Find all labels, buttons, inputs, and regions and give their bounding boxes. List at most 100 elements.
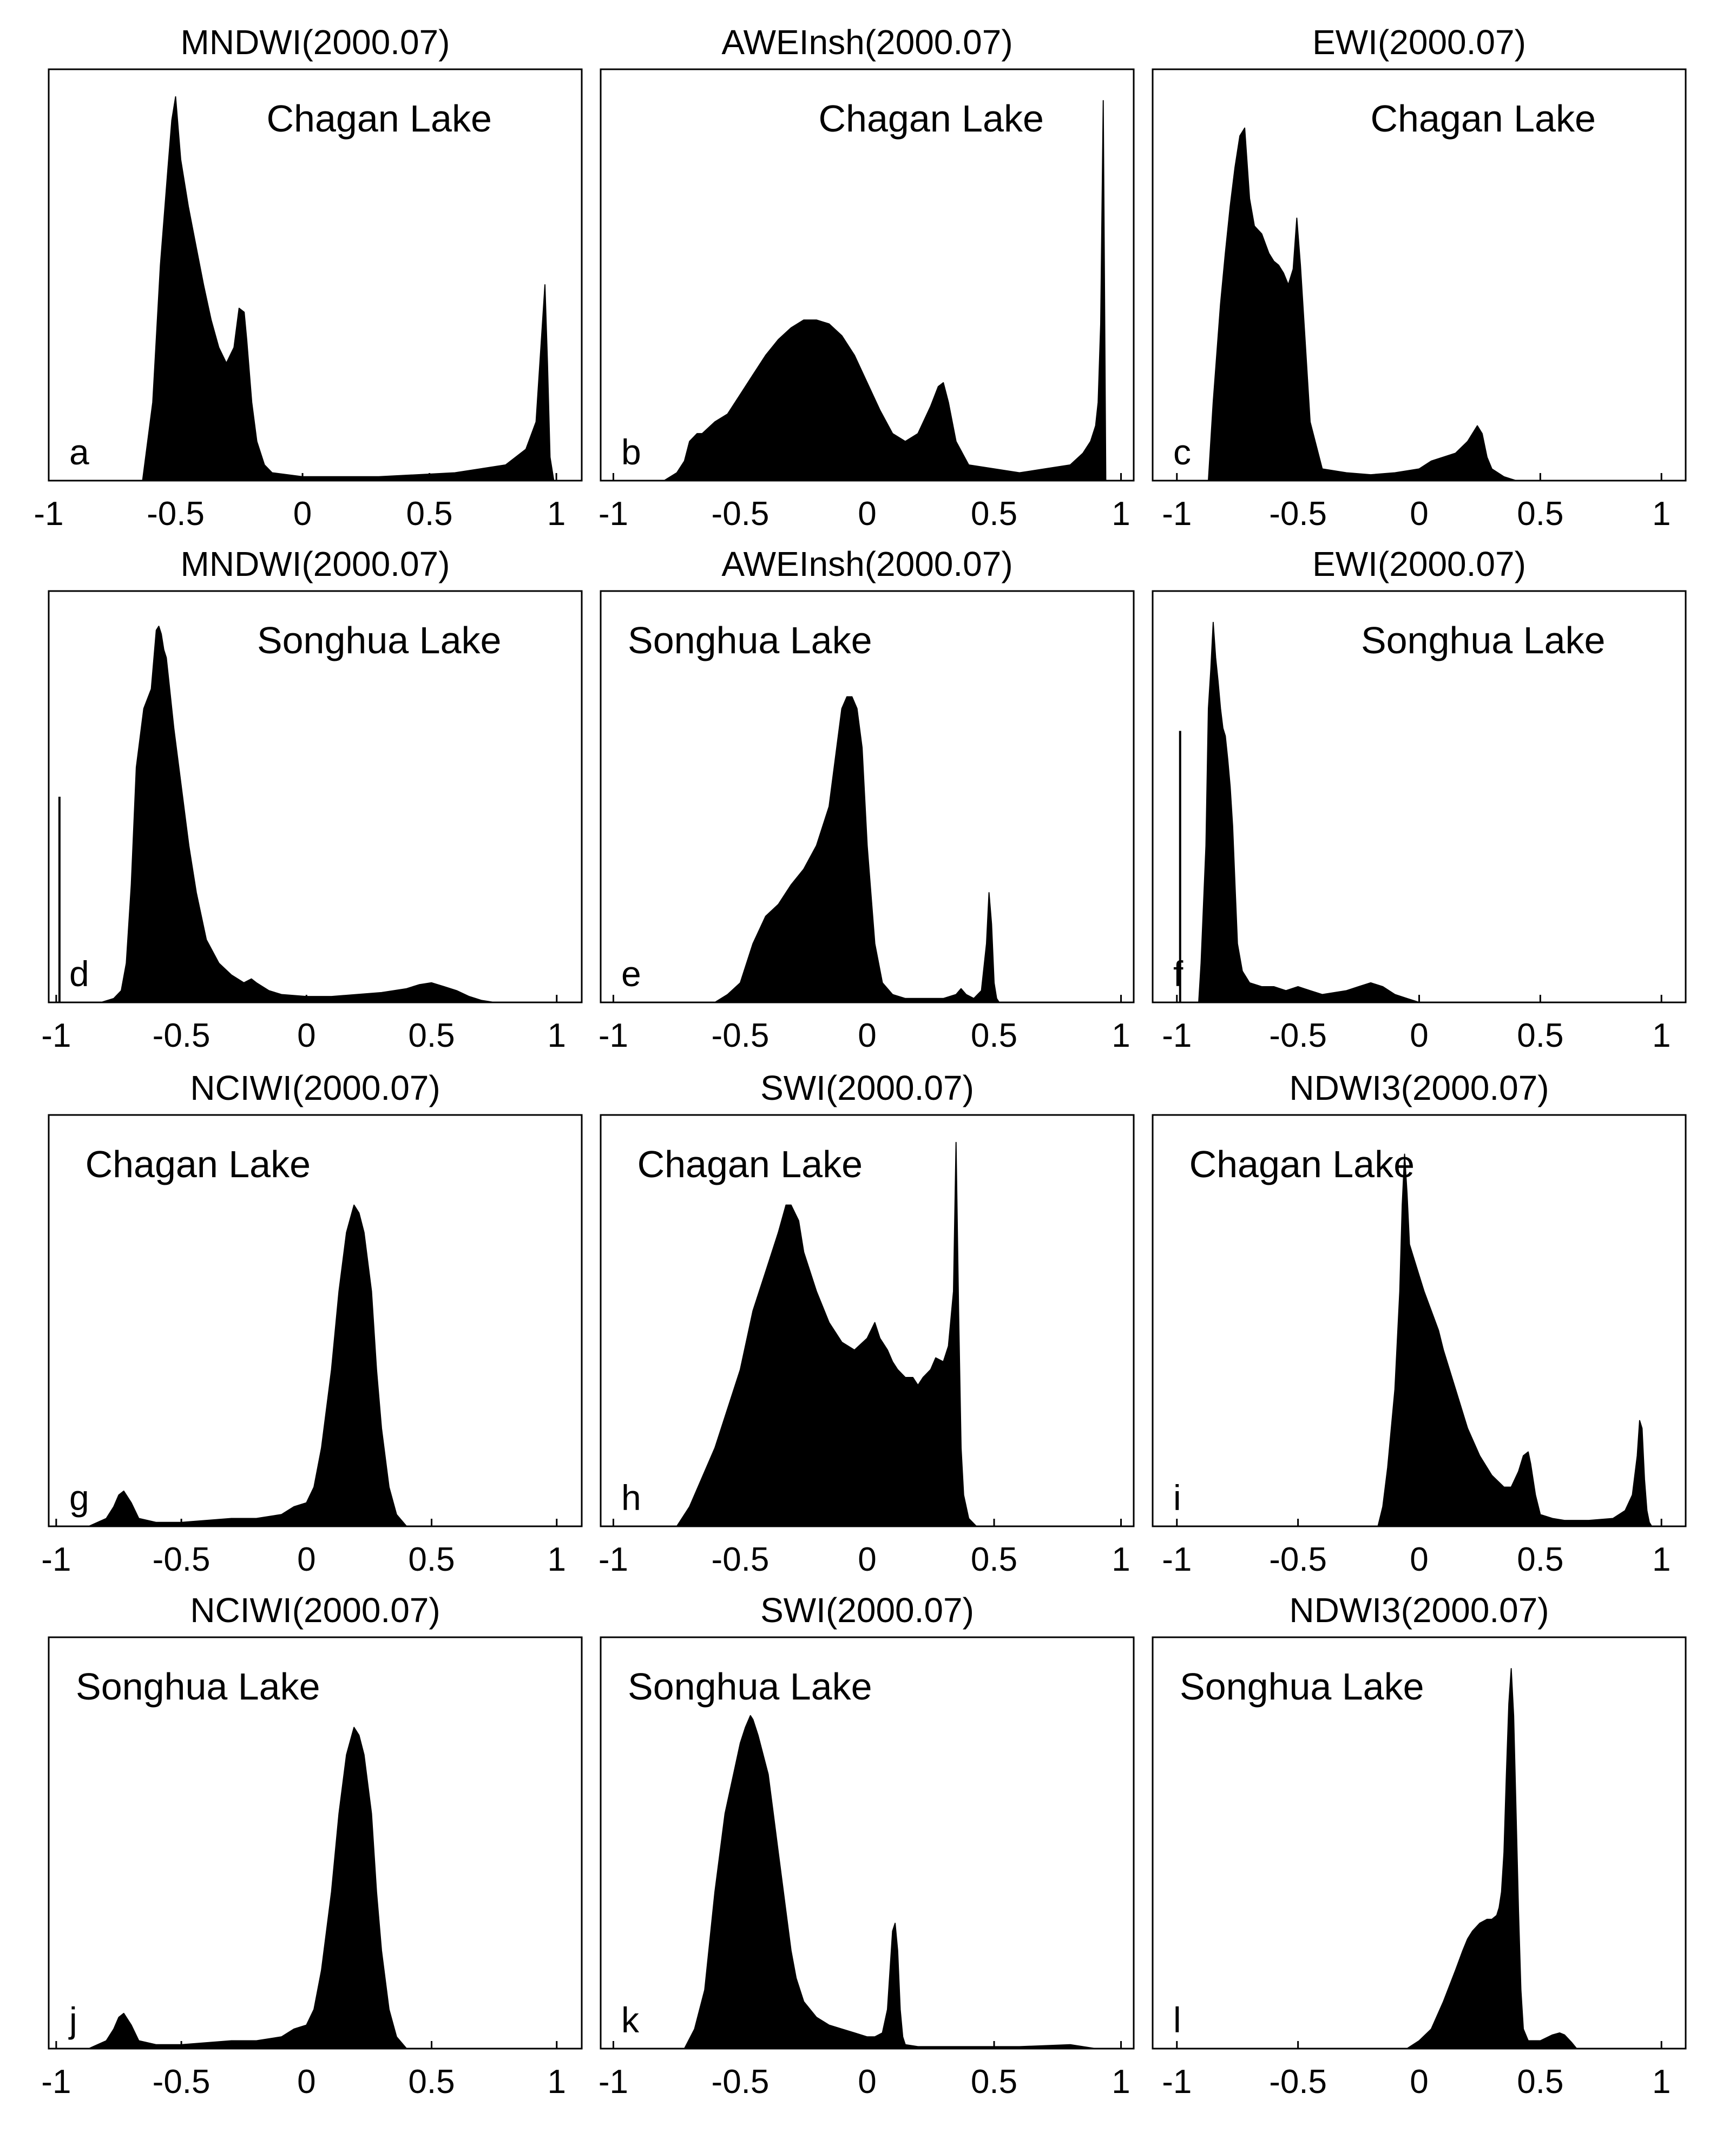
x-tick-label: -0.5 [1269,2063,1327,2101]
panel-title: NDWI3(2000.07) [1289,1068,1549,1107]
x-tick-label: -0.5 [712,495,770,533]
x-tick-label: 0.5 [971,2063,1017,2101]
histogram-area [101,626,495,1003]
plot-frame [48,1114,583,1527]
x-tick-label: -0.5 [1269,1017,1327,1054]
panel-title: EWI(2000.07) [1312,544,1526,583]
x-tick-label: -0.5 [153,2063,211,2101]
x-tick-label: 1 [1112,495,1130,533]
panel-d: MNDWI(2000.07) -1 -0.5 0 0.5 1 Songhua Lake d [41,544,583,1054]
panel-title: MNDWI(2000.07) [181,544,450,583]
x-tick-label: -0.5 [712,1017,770,1054]
x-tick-label: -1 [1162,495,1192,533]
histogram-area [683,1715,1096,2049]
x-tick-label: -1 [1162,2063,1192,2101]
panel-a: MNDWI(2000.07) -1 -0.5 0 0.5 1 Chagan Lake a [34,23,583,533]
x-tick-label: 1 [548,1541,566,1578]
lake-label: Chagan Lake [1189,1143,1415,1185]
x-tick-label: 0.5 [971,1541,1017,1578]
panel-e: AWEInsh(2000.07) -1 -0.5 0 0.5 1 Songhua Lake e [599,544,1135,1054]
x-tick-label: -0.5 [712,1541,770,1578]
x-tick-label: 0.5 [406,495,452,533]
x-tick-label: -1 [41,1017,71,1054]
x-tick-label: 0 [297,2063,315,2101]
x-tick-label: 0 [293,495,312,533]
x-tick-label: 1 [1652,495,1671,533]
x-tick-label: 0 [858,1017,876,1054]
histogram-area [88,1204,407,1527]
lake-label: Chagan Lake [1370,97,1595,140]
panel-k: SWI(2000.07) -1 -0.5 0 0.5 1 Songhua Lake k [599,1591,1135,2101]
x-tick-label: 0 [1410,495,1428,533]
x-tick-label: 0 [297,1017,315,1054]
x-tick-label: 0.5 [1517,495,1563,533]
panel-letter: a [69,432,89,472]
panel-g: NCIWI(2000.07) -1 -0.5 0 0.5 1 Chagan Lake g [41,1068,583,1578]
plot-frame [48,68,583,482]
panel-i: NDWI3(2000.07) -1 -0.5 0 0.5 1 Chagan Lake i [1152,1068,1687,1578]
panel-title: SWI(2000.07) [760,1591,974,1630]
panel-h: SWI(2000.07) -1 -0.5 0 0.5 1 Chagan Lake h [599,1068,1135,1578]
panel-letter: f [1173,954,1183,994]
x-tick-label: 0.5 [1517,2063,1563,2101]
panel-title: SWI(2000.07) [760,1068,974,1107]
panel-letter: b [621,432,641,472]
x-tick-label: -1 [34,495,63,533]
lake-label: Songhua Lake [1180,1665,1424,1708]
x-tick-label: -1 [599,1541,628,1578]
x-tick-label: 0.5 [1517,1541,1563,1578]
x-tick-label: -0.5 [153,1017,211,1054]
x-tick-label: -0.5 [1269,1541,1327,1578]
lake-label: Songhua Lake [1361,619,1606,661]
x-tick-label: 0 [297,1541,315,1578]
panel-c: EWI(2000.07) -1 -0.5 0 0.5 1 Chagan Lake c [1152,23,1687,533]
panel-letter: g [69,1478,89,1518]
lake-label: Chagan Lake [818,97,1043,140]
panel-letter: h [621,1478,641,1518]
x-tick-label: 1 [1652,2063,1671,2101]
panel-letter: c [1173,432,1191,472]
panel-title: NCIWI(2000.07) [190,1068,440,1107]
x-tick-label: -1 [599,495,628,533]
lake-label: Songhua Lake [76,1665,320,1708]
panel-letter: l [1173,2000,1181,2040]
histogram-area [88,1727,407,2049]
x-tick-label: 1 [1652,1017,1671,1054]
plot-frame [48,1636,583,2050]
x-tick-label: -0.5 [147,495,205,533]
x-tick-label: -1 [41,2063,71,2101]
x-tick-label: 0.5 [408,1017,455,1054]
panel-b: AWEInsh(2000.07) -1 -0.5 0 0.5 1 Chagan Lake b [599,23,1135,533]
histogram-area [1406,1668,1577,2049]
panel-l: NDWI3(2000.07) -1 -0.5 0 0.5 1 Songhua Lake l [1152,1591,1687,2101]
panel-title: MNDWI(2000.07) [181,23,450,62]
x-tick-label: 0.5 [408,2063,455,2101]
x-tick-label: 1 [547,495,565,533]
plot-frame [48,590,583,1003]
panel-letter: d [69,954,89,994]
x-tick-label: -1 [1162,1541,1192,1578]
x-tick-label: 1 [548,1017,566,1054]
x-tick-label: 0.5 [1517,1017,1563,1054]
x-tick-label: 1 [1112,2063,1130,2101]
x-tick-label: -0.5 [153,1541,211,1578]
x-tick-label: 0 [1410,1541,1428,1578]
panel-letter: e [621,954,641,994]
histogram-area [714,696,1000,1003]
x-tick-label: 0 [1410,1017,1428,1054]
histogram-area [676,1141,977,1527]
panel-title: NCIWI(2000.07) [190,1591,440,1630]
histogram-area [1198,621,1420,1003]
panel-letter: j [68,2000,77,2040]
panel-letter: i [1173,1478,1181,1518]
x-tick-label: 0.5 [971,495,1017,533]
x-tick-label: 1 [1112,1541,1130,1578]
histogram-area [1377,1153,1653,1527]
x-tick-label: 0 [858,2063,876,2101]
histogram-area [142,96,555,481]
panel-j: NCIWI(2000.07) -1 -0.5 0 0.5 1 Songhua Lake j [41,1591,583,2101]
panel-title: AWEInsh(2000.07) [721,544,1012,583]
panel-letter: k [621,2000,640,2040]
panel-title: EWI(2000.07) [1312,23,1526,62]
